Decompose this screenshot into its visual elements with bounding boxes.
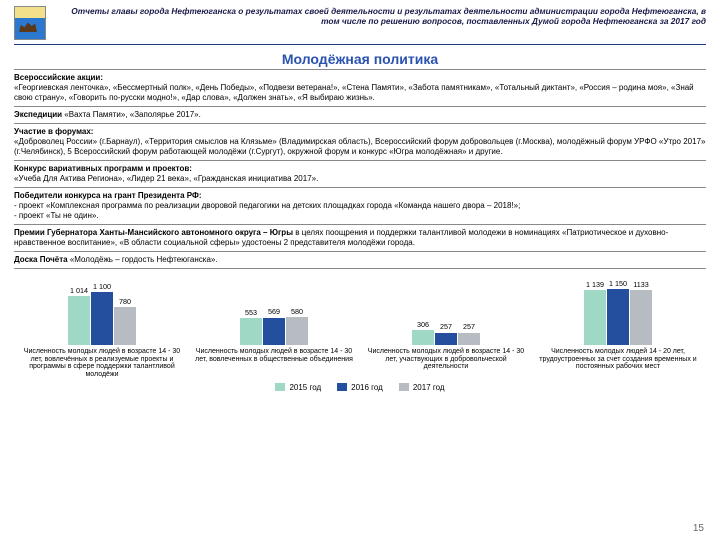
chart-group: 306 257 257 bbox=[360, 275, 532, 345]
block-lead: Победители конкурса на грант Президента … bbox=[14, 191, 201, 200]
legend-swatch bbox=[275, 383, 285, 391]
block-body: «Доброволец России» (г.Барнаул), «Террит… bbox=[14, 137, 705, 156]
legend-label: 2016 год bbox=[351, 383, 383, 392]
chart-bar-value: 580 bbox=[291, 308, 303, 315]
city-emblem bbox=[14, 6, 46, 40]
header-text: Отчеты главы города Нефтеюганска о резул… bbox=[54, 6, 706, 27]
page-number: 15 bbox=[693, 523, 704, 534]
chart-bar: 306 bbox=[412, 321, 434, 345]
chart-bar-value: 569 bbox=[268, 308, 280, 315]
block-body: «Молодёжь – гордость Нефтеюганска». bbox=[70, 255, 218, 264]
chart-bar: 1 100 bbox=[91, 283, 113, 345]
chart-bar: 569 bbox=[263, 308, 285, 345]
chart-category-label: Численность молодых людей в возрасте 14 … bbox=[16, 348, 188, 379]
chart-bar-rect bbox=[240, 318, 262, 345]
chart-bar-value: 257 bbox=[463, 323, 475, 330]
legend-label: 2015 год bbox=[289, 383, 321, 392]
legend-item: 2016 год bbox=[337, 383, 383, 392]
chart-bar-value: 1133 bbox=[633, 281, 648, 288]
legend-swatch bbox=[399, 383, 409, 391]
chart-bar-rect bbox=[630, 290, 652, 345]
chart-bar-value: 1 139 bbox=[586, 281, 604, 288]
chart-bar-value: 780 bbox=[119, 298, 131, 305]
chart-bar-value: 1 150 bbox=[609, 280, 627, 287]
content-block: Всероссийские акции: «Георгиевская ленто… bbox=[14, 69, 706, 106]
legend-label: 2017 год bbox=[413, 383, 445, 392]
page-title: Молодёжная политика Межрегиональное сотр… bbox=[14, 51, 706, 67]
chart-bar-value: 553 bbox=[245, 309, 257, 316]
content-blocks: Всероссийские акции: «Георгиевская ленто… bbox=[14, 69, 706, 269]
chart-bar-value: 1 014 bbox=[70, 287, 88, 294]
block-body: «Вахта Памяти», «Заполярье 2017». bbox=[64, 110, 201, 119]
chart-group: 1 014 1 100 780 bbox=[16, 275, 188, 345]
chart-bar: 1 139 bbox=[584, 281, 606, 345]
block-lead: Участие в форумах: bbox=[14, 127, 93, 136]
content-block: Премии Губернатора Ханты-Мансийского авт… bbox=[14, 224, 706, 251]
block-lead: Доска Почёта bbox=[14, 255, 70, 264]
chart-bar-rect bbox=[263, 318, 285, 346]
content-block: Участие в форумах: «Доброволец России» (… bbox=[14, 123, 706, 160]
chart-bar: 1 150 bbox=[607, 280, 629, 345]
chart-bar: 780 bbox=[114, 298, 136, 345]
title-text: Молодёжная политика bbox=[282, 51, 438, 67]
chart-bar-rect bbox=[607, 289, 629, 345]
content-block: Экспедиции «Вахта Памяти», «Заполярье 20… bbox=[14, 106, 706, 123]
chart-bar-value: 306 bbox=[417, 321, 429, 328]
chart-bar-rect bbox=[91, 292, 113, 345]
chart-bar-rect bbox=[458, 333, 480, 345]
chart-legend: 2015 год 2016 год 2017 год bbox=[14, 383, 706, 392]
chart-category-label: Численность молодых людей в возрасте 14 … bbox=[360, 348, 532, 379]
block-body: «Учеба Для Актива Региона», «Лидер 21 ве… bbox=[14, 174, 318, 183]
chart-bar-rect bbox=[584, 290, 606, 345]
chart-plot: 1 014 1 100 780 553 569 580 306 257 257 1 139 1 15… bbox=[14, 275, 706, 345]
chart-bar-value: 257 bbox=[440, 323, 452, 330]
block-body: «Георгиевская ленточка», «Бессмертный по… bbox=[14, 83, 694, 102]
block-lead: Экспедиции bbox=[14, 110, 64, 119]
chart-category-label: Численность молодых людей в возрасте 14 … bbox=[188, 348, 360, 379]
content-block: Конкурс вариативных программ и проектов:… bbox=[14, 160, 706, 187]
chart-group: 553 569 580 bbox=[188, 275, 360, 345]
content-block: Победители конкурса на грант Президента … bbox=[14, 187, 706, 224]
chart-bar: 580 bbox=[286, 308, 308, 345]
chart-bar: 257 bbox=[435, 323, 457, 345]
chart-bar: 1 014 bbox=[68, 287, 90, 345]
chart-bar-rect bbox=[114, 307, 136, 345]
page-header: Отчеты главы города Нефтеюганска о резул… bbox=[14, 6, 706, 45]
chart-category-labels: Численность молодых людей в возрасте 14 … bbox=[14, 345, 706, 379]
content-block: Доска Почёта «Молодёжь – гордость Нефтею… bbox=[14, 251, 706, 269]
chart-bar-rect bbox=[412, 330, 434, 345]
legend-item: 2015 год bbox=[275, 383, 321, 392]
chart-category-label: Численность молодых людей 14 - 20 лет, т… bbox=[532, 348, 704, 379]
block-lead: Всероссийские акции: bbox=[14, 73, 103, 82]
chart-bar: 553 bbox=[240, 309, 262, 345]
chart-bar-rect bbox=[68, 296, 90, 345]
chart-bar: 1133 bbox=[630, 281, 652, 345]
block-lead: Премии Губернатора Ханты-Мансийского авт… bbox=[14, 228, 295, 237]
report-page: Отчеты главы города Нефтеюганска о резул… bbox=[0, 0, 720, 540]
chart-bar-rect bbox=[286, 317, 308, 345]
youth-chart: 1 014 1 100 780 553 569 580 306 257 257 1 139 1 15… bbox=[14, 275, 706, 405]
block-body: - проект «Комплексная программа по реали… bbox=[14, 201, 520, 220]
chart-group: 1 139 1 150 1133 bbox=[532, 275, 704, 345]
legend-swatch bbox=[337, 383, 347, 391]
chart-bar-rect bbox=[435, 333, 457, 345]
legend-item: 2017 год bbox=[399, 383, 445, 392]
chart-bar-value: 1 100 bbox=[93, 283, 111, 290]
block-lead: Конкурс вариативных программ и проектов: bbox=[14, 164, 192, 173]
chart-bar: 257 bbox=[458, 323, 480, 345]
